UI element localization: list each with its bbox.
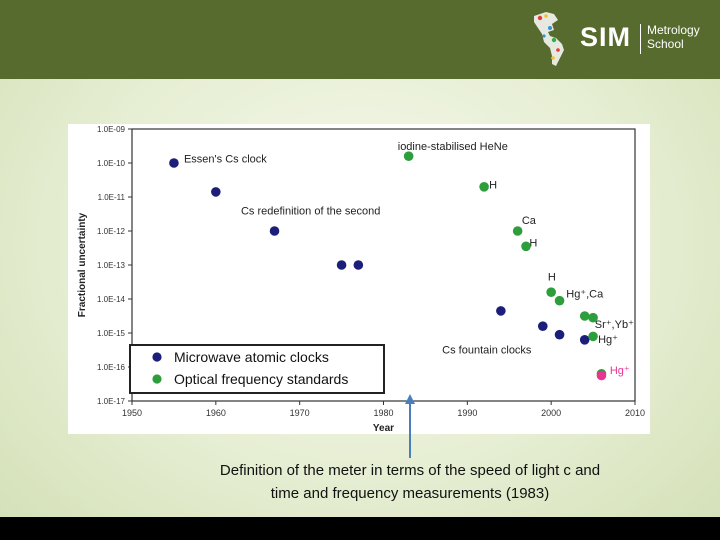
chart-annotation: H bbox=[529, 237, 537, 249]
footer-band bbox=[0, 517, 720, 540]
data-point bbox=[554, 295, 565, 306]
header-band: SIM Metrology School bbox=[0, 0, 720, 79]
uncertainty-chart: 1.0E-09 1.0E-10 1.0E-11 1.0E-12 1.0E-13 1.0E-… bbox=[68, 124, 650, 434]
logo-metrology-text: Metrology bbox=[647, 23, 700, 37]
caption-line-1: Definition of the meter in terms of the … bbox=[219, 462, 601, 479]
slide-caption: Definition of the meter in terms of the … bbox=[180, 459, 640, 505]
logo-school-text: School bbox=[647, 37, 684, 51]
data-point bbox=[512, 226, 523, 236]
y-tick-label: 1.0E-13 bbox=[97, 261, 126, 270]
data-point bbox=[479, 182, 489, 192]
y-tick-label: 1.0E-17 bbox=[97, 397, 126, 406]
chart-annotation: Cs fountain clocks bbox=[442, 344, 532, 356]
legend-label: Optical frequency standards bbox=[174, 371, 348, 387]
y-tick-label: 1.0E-11 bbox=[98, 193, 126, 202]
chart-annotation: Cs redefinition of the second bbox=[241, 206, 380, 218]
logo-sim-text: SIM bbox=[580, 22, 632, 52]
legend-label: Microwave atomic clocks bbox=[174, 349, 329, 365]
data-point bbox=[521, 241, 531, 252]
chart-annotation: Hg⁺ bbox=[610, 365, 630, 377]
chart-svg: 1.0E-09 1.0E-10 1.0E-11 1.0E-12 1.0E-13 1.0E-… bbox=[77, 125, 645, 434]
logo-divider bbox=[640, 24, 641, 54]
y-tick-label: 1.0E-14 bbox=[97, 295, 126, 304]
x-tick-label: 1970 bbox=[290, 408, 310, 418]
chart-annotation: Hg⁺ bbox=[598, 334, 618, 346]
data-point bbox=[579, 335, 590, 345]
legend-box bbox=[129, 344, 385, 394]
chart-annotation: iodine-stabilised HeNe bbox=[398, 141, 508, 153]
data-point bbox=[554, 329, 565, 340]
x-tick-label: 1960 bbox=[206, 408, 226, 418]
legend-marker bbox=[152, 374, 162, 384]
data-point bbox=[169, 158, 179, 168]
chart-annotation: Sr⁺,Yb⁺ bbox=[595, 319, 634, 331]
y-tick-label: 1.0E-10 bbox=[97, 159, 126, 168]
annotation-arrow bbox=[405, 394, 415, 458]
data-point bbox=[579, 311, 590, 321]
data-point bbox=[588, 331, 598, 342]
chart-annotation: Hg⁺,Ca bbox=[566, 288, 604, 300]
x-tick-label: 2010 bbox=[625, 408, 645, 418]
data-point bbox=[211, 187, 221, 197]
chart-annotation: Essen's Cs clock bbox=[184, 153, 267, 165]
data-point bbox=[403, 151, 414, 161]
y-tick-label: 1.0E-09 bbox=[97, 125, 126, 134]
x-tick-label: 2000 bbox=[541, 408, 561, 418]
data-point bbox=[353, 260, 364, 270]
data-point bbox=[269, 226, 280, 236]
chart-annotation: H bbox=[489, 180, 497, 192]
x-tick-label: 1950 bbox=[122, 408, 142, 418]
y-tick-label: 1.0E-16 bbox=[97, 363, 126, 372]
legend-marker bbox=[152, 352, 162, 362]
x-tick-label: 1980 bbox=[373, 408, 393, 418]
data-point bbox=[546, 287, 556, 297]
x-tick-label: 1990 bbox=[457, 408, 477, 418]
americas-map-icon bbox=[534, 12, 564, 66]
data-point bbox=[588, 312, 598, 323]
data-point bbox=[496, 306, 506, 316]
y-tick-label: 1.0E-12 bbox=[97, 227, 126, 236]
chart-annotation: Ca bbox=[522, 215, 537, 227]
data-point bbox=[336, 260, 347, 270]
sim-logo: SIM Metrology School bbox=[532, 10, 702, 68]
caption-line-2: time and frequency measurements (1983) bbox=[270, 485, 550, 502]
y-tick-label: 1.0E-15 bbox=[97, 329, 126, 338]
data-point bbox=[537, 321, 548, 331]
x-axis-label: Year bbox=[373, 423, 394, 434]
chart-annotation: H bbox=[548, 271, 556, 283]
y-axis-label: Fractional uncertainty bbox=[77, 212, 88, 317]
data-point bbox=[596, 370, 607, 381]
